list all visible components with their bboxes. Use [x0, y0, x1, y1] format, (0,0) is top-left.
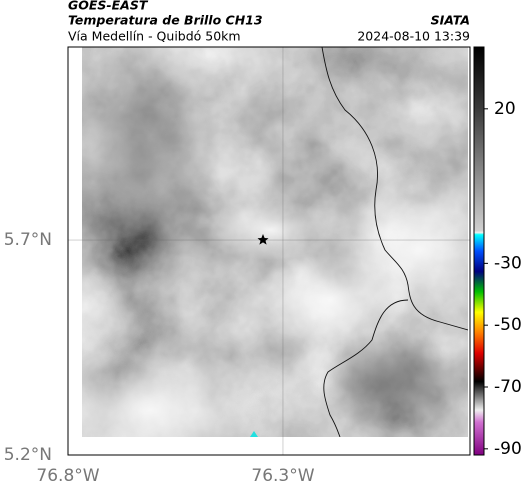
datetime: 2024-08-10 13:39: [357, 29, 470, 44]
colorbar-label: 20: [494, 99, 516, 119]
map-frame: [67, 46, 471, 456]
colorbar-label: -90: [494, 439, 522, 459]
title: Temperatura de Brillo CH13: [68, 13, 263, 28]
source: SIATA: [431, 13, 470, 28]
lon-label: 76.8°W: [36, 466, 99, 486]
satellite-image: [82, 47, 468, 437]
region: Vía Medellín - Quibdó 50km: [68, 29, 241, 44]
colorbar-label: -70: [494, 377, 522, 397]
colorbar-label: -50: [494, 315, 522, 335]
location-marker: [257, 234, 269, 245]
colorbar: [473, 46, 485, 456]
lat-label: 5.2°N: [4, 445, 52, 465]
lon-label: 76.3°W: [251, 466, 314, 486]
colorbar-label: -30: [494, 253, 522, 273]
lat-label: 5.7°N: [4, 230, 52, 250]
satellite: GOES-EAST: [68, 0, 149, 13]
